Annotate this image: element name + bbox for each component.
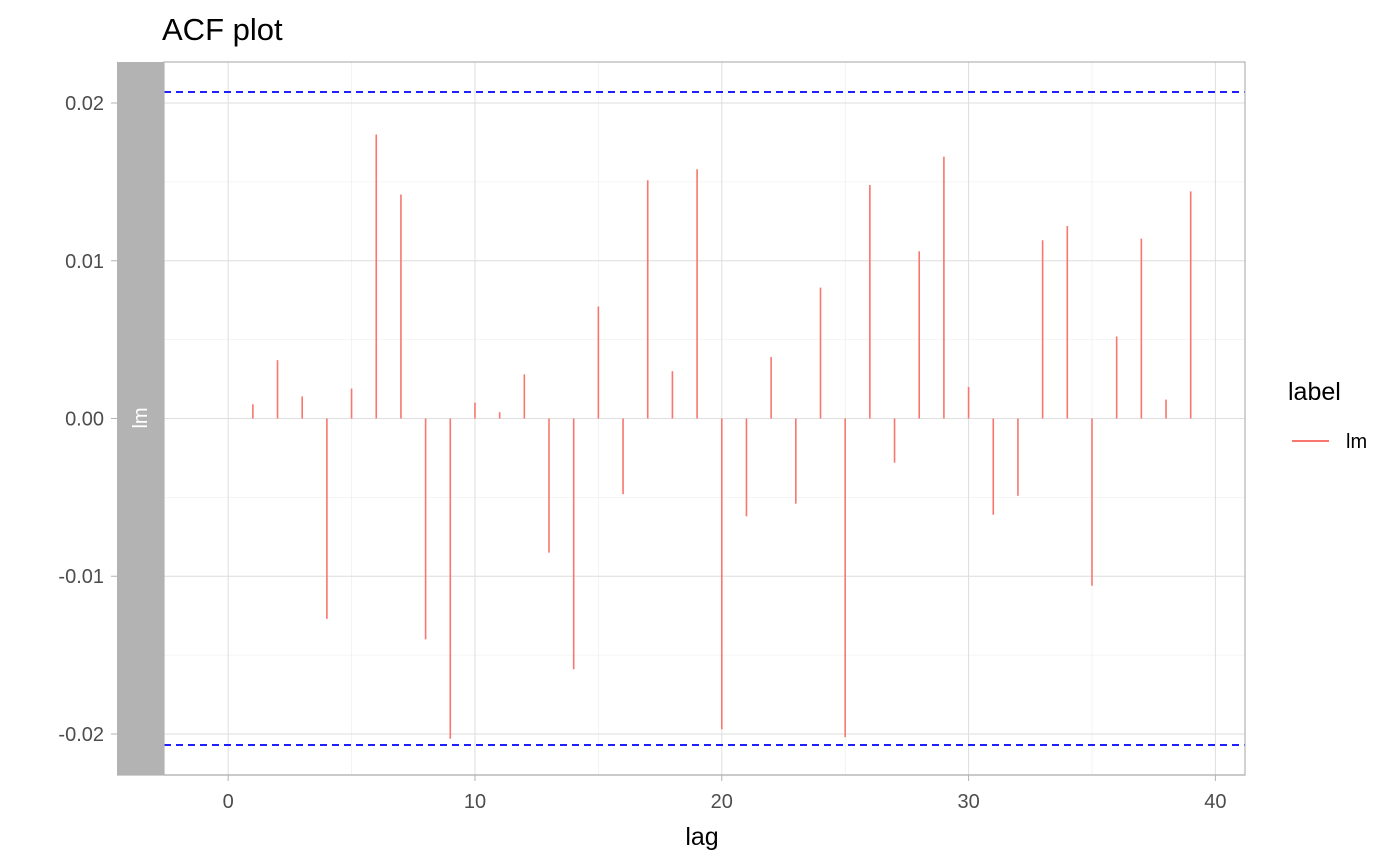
y-tick-label: -0.02	[58, 724, 104, 746]
x-axis-title: lag	[685, 823, 718, 851]
facet-strip	[117, 62, 164, 775]
acf-bars	[252, 134, 1192, 739]
y-tick-label: 0.02	[65, 93, 104, 115]
y-tick-label: -0.01	[58, 566, 104, 588]
legend: label lm	[1288, 378, 1367, 453]
x-tick-label: 30	[957, 791, 979, 813]
legend-title: label	[1288, 378, 1341, 406]
x-tick-label: 0	[223, 791, 234, 813]
x-tick-label: 20	[711, 791, 733, 813]
x-tick-label: 40	[1204, 791, 1226, 813]
x-axis-ticks: 0 10 20 30 40	[223, 775, 1227, 813]
confidence-bounds	[164, 91, 1245, 746]
facet-strip-label: lm	[130, 407, 152, 428]
legend-label-lm: lm	[1346, 431, 1367, 453]
y-axis-ticks: -0.02 -0.01 0.00 0.01 0.02	[58, 93, 117, 746]
chart-title: ACF plot	[162, 12, 283, 47]
y-tick-label: 0.01	[65, 251, 104, 273]
x-tick-label: 10	[464, 791, 486, 813]
y-tick-label: 0.00	[65, 409, 104, 431]
